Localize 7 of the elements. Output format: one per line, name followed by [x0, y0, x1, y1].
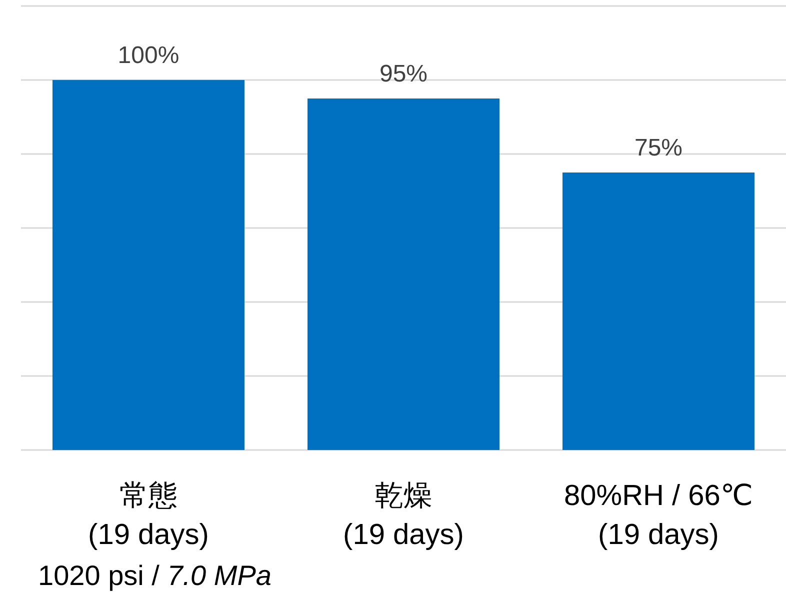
data-label: 100%	[118, 42, 180, 69]
text: 1020 psi / 7.0 MPa	[38, 560, 272, 591]
data-label: 75%	[634, 134, 683, 162]
x-tick-label: 常態 (19 days)	[88, 480, 209, 551]
x-tick-label: 80%RH / 66℃ (19 days)	[564, 480, 753, 551]
x-tick-label: 乾燥 (19 days)	[343, 480, 464, 551]
data-label: 95%	[379, 60, 428, 88]
